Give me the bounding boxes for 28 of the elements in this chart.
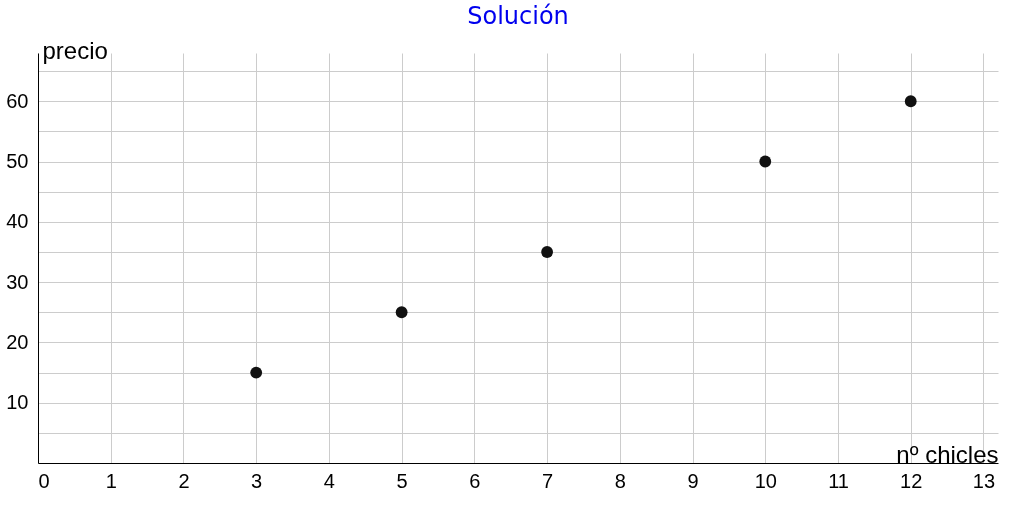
x-tick-label: 5 bbox=[396, 469, 408, 492]
point bbox=[395, 306, 408, 319]
y-tick-label: 20 bbox=[6, 330, 29, 353]
x-tick-label: 3 bbox=[251, 469, 263, 492]
y-tick-label: 30 bbox=[6, 270, 29, 293]
y-tick-label: 10 bbox=[6, 391, 29, 414]
x-tick-label: 1 bbox=[105, 469, 117, 492]
y-tick-label: 50 bbox=[6, 150, 29, 173]
point bbox=[541, 246, 554, 258]
chart-title: Solución bbox=[467, 2, 569, 30]
y-axis-title: precio bbox=[42, 36, 108, 64]
x-tick-label: 12 bbox=[900, 469, 923, 492]
y-tick-label: 40 bbox=[6, 210, 29, 233]
x-tick-label: 10 bbox=[754, 469, 777, 492]
x-tick-label: 9 bbox=[687, 469, 699, 492]
x-tick-label: 8 bbox=[614, 469, 626, 492]
x-tick-label: 4 bbox=[323, 469, 335, 492]
x-tick-label: 11 bbox=[828, 469, 849, 492]
y-tick-label: 60 bbox=[6, 89, 29, 112]
point bbox=[250, 366, 263, 379]
point bbox=[904, 95, 917, 108]
point bbox=[759, 155, 772, 168]
x-tick-label: 6 bbox=[469, 469, 481, 492]
x-tick-label: 7 bbox=[542, 469, 554, 492]
x-axis-title: nº chicles bbox=[896, 440, 999, 468]
x-tick-label: 13 bbox=[972, 469, 996, 492]
x-tick-label: 2 bbox=[178, 469, 190, 492]
x-tick-label: 0 bbox=[38, 469, 50, 492]
